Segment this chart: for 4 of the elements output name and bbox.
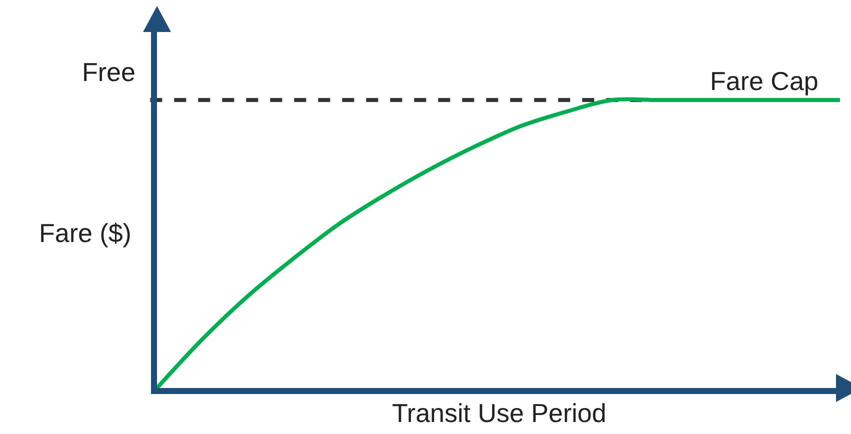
text: Free [82, 57, 136, 87]
x-axis-title: Transit Use Period [392, 398, 606, 428]
ref-line-label: Fare Cap [710, 66, 818, 96]
y-axis-title: Fare ($) [39, 218, 132, 248]
